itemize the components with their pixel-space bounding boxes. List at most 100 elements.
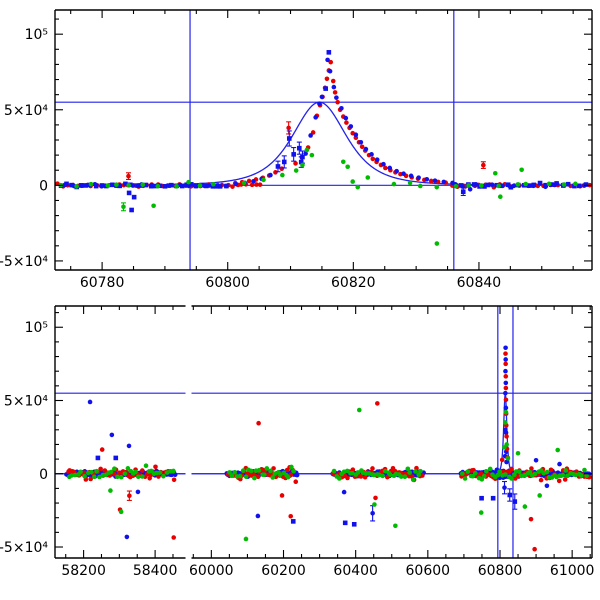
data-point xyxy=(502,485,507,490)
data-point xyxy=(341,489,347,495)
data-point xyxy=(503,345,508,351)
data-point xyxy=(467,186,473,192)
x-tick-label: 60600 xyxy=(406,563,451,579)
data-point xyxy=(310,130,316,135)
data-point xyxy=(255,474,261,480)
data-point xyxy=(227,470,232,475)
data-point xyxy=(544,483,550,489)
data-point xyxy=(149,468,154,474)
data-point xyxy=(481,162,486,168)
data-point xyxy=(527,469,533,475)
data-point xyxy=(359,144,365,150)
data-point xyxy=(522,504,528,509)
data-point xyxy=(105,183,111,188)
x-tick-label: 60000 xyxy=(189,563,234,579)
data-point xyxy=(94,468,99,474)
data-point xyxy=(171,468,176,474)
data-point xyxy=(261,177,266,183)
data-point xyxy=(293,479,299,485)
data-point xyxy=(370,511,375,516)
data-point xyxy=(240,468,246,473)
data-point xyxy=(504,442,509,447)
data-point xyxy=(92,181,98,187)
data-point xyxy=(112,471,117,477)
y-tick-label: 5×10⁴ xyxy=(4,394,48,410)
data-point xyxy=(503,374,509,379)
data-point xyxy=(434,184,440,190)
data-point xyxy=(496,183,501,189)
full-baseline-panel: 58200 58400 60000 60200 60400 60600 60800 61000… xyxy=(0,305,594,579)
data-point xyxy=(98,466,103,472)
x-tick-label: 60820 xyxy=(331,275,376,291)
data-point xyxy=(381,161,386,167)
data-point xyxy=(516,469,522,475)
data-point xyxy=(78,469,83,475)
data-point xyxy=(503,368,508,374)
y-tick-label: 0 xyxy=(39,467,48,483)
data-point xyxy=(271,466,276,471)
data-point xyxy=(503,385,509,391)
data-point xyxy=(503,405,509,411)
data-point xyxy=(578,473,584,478)
data-point xyxy=(74,184,79,189)
data-point xyxy=(428,178,434,184)
data-point xyxy=(156,474,161,479)
data-point xyxy=(233,181,239,187)
data-point xyxy=(573,181,578,187)
data-point xyxy=(304,147,310,153)
data-point xyxy=(140,474,145,479)
data-point-square xyxy=(576,183,582,189)
data-point xyxy=(408,173,414,179)
data-point xyxy=(294,472,300,478)
data-point xyxy=(546,181,552,187)
data-point xyxy=(88,181,94,187)
data-point-square xyxy=(527,183,532,188)
data-point-square xyxy=(323,86,328,91)
data-point-square xyxy=(507,492,513,498)
data-point xyxy=(319,94,325,100)
data-point xyxy=(515,450,521,456)
data-point xyxy=(505,456,511,461)
axes-frame xyxy=(54,305,593,559)
data-point xyxy=(487,466,493,472)
data-point xyxy=(270,475,276,480)
data-point-square xyxy=(162,183,168,189)
data-point xyxy=(149,182,155,188)
data-point xyxy=(387,165,393,171)
data-point-square xyxy=(508,184,514,190)
data-point xyxy=(373,495,378,501)
data-point xyxy=(186,183,191,189)
data-point-square xyxy=(281,159,287,165)
data-point xyxy=(334,95,339,100)
data-point xyxy=(135,474,141,480)
data-point xyxy=(515,182,521,187)
data-point xyxy=(503,361,508,367)
data-point xyxy=(375,401,380,406)
data-point xyxy=(350,470,355,476)
data-point xyxy=(82,474,87,479)
data-point xyxy=(470,473,476,479)
data-point-square xyxy=(297,145,302,151)
data-point xyxy=(372,502,377,507)
axes-frame xyxy=(54,9,593,271)
data-point xyxy=(288,513,294,519)
data-point xyxy=(171,477,177,483)
data-point xyxy=(383,165,388,171)
data-point xyxy=(327,68,333,74)
data-point xyxy=(211,181,216,187)
data-point xyxy=(313,115,318,120)
data-point xyxy=(117,183,123,188)
x-tick-label: 58400 xyxy=(133,563,178,579)
data-point-square xyxy=(123,181,128,187)
data-point-square xyxy=(286,136,292,141)
data-point xyxy=(355,470,361,475)
data-point xyxy=(387,472,393,477)
tick-labels: 60780 60800 60820 60840 10⁵ 5×10⁴ 0 -5×10⁴ xyxy=(0,27,501,291)
data-point xyxy=(500,183,505,189)
data-point xyxy=(503,390,508,396)
y-tick-label: 5×10⁴ xyxy=(4,103,48,119)
data-point xyxy=(114,182,119,187)
data-point xyxy=(126,443,132,449)
